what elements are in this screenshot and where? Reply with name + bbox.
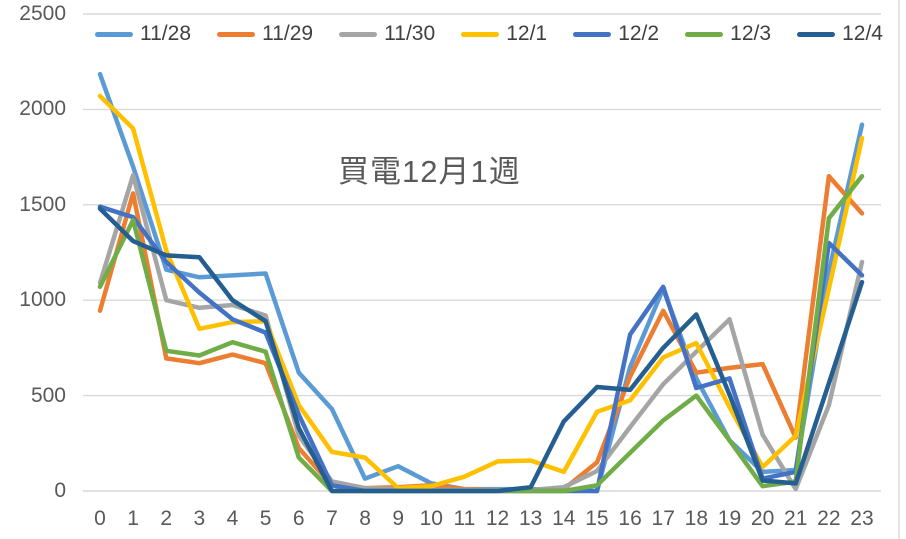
legend-item-12-3: 12/3 [685, 22, 771, 46]
legend-item-11-30: 11/30 [339, 22, 435, 46]
legend-swatch-icon [685, 31, 724, 37]
y-tick-1500: 1500 [19, 192, 66, 216]
legend-item-12-1: 12/1 [461, 22, 547, 46]
x-tick-15: 15 [585, 507, 609, 530]
legend-item-12-2: 12/2 [573, 22, 659, 46]
x-tick-6: 6 [292, 507, 305, 530]
x-tick-3: 3 [193, 507, 206, 530]
x-tick-0: 0 [94, 507, 106, 530]
x-tick-9: 9 [392, 507, 404, 530]
x-tick-10: 10 [419, 507, 443, 530]
x-tick-2: 2 [160, 507, 173, 530]
x-tick-20: 20 [750, 507, 775, 530]
legend-swatch-icon [461, 31, 500, 37]
x-tick-14: 14 [552, 507, 576, 530]
x-tick-13: 13 [519, 507, 543, 530]
x-tick-21: 21 [784, 507, 808, 530]
y-tick-1000: 1000 [19, 288, 66, 312]
legend-swatch-icon [217, 31, 256, 37]
x-tick-4: 4 [226, 507, 239, 530]
x-tick-22: 22 [817, 507, 841, 530]
chart-legend: 11/28 11/29 11/30 12/1 12/2 12/3 12/4 [95, 22, 883, 46]
x-tick-18: 18 [684, 507, 709, 530]
y-tick-2000: 2000 [19, 97, 66, 121]
series-line-12-4 [97, 206, 865, 494]
x-tick-5: 5 [259, 507, 272, 530]
legend-item-11-28: 11/28 [95, 22, 191, 46]
legend-label: 12/3 [730, 22, 772, 45]
series-line-12-1 [97, 93, 865, 491]
legend-item-11-29: 11/29 [217, 22, 313, 46]
x-tick-19: 19 [717, 507, 742, 530]
legend-label: 12/4 [842, 22, 883, 45]
legend-swatch-icon [573, 31, 612, 37]
x-tick-16: 16 [618, 507, 642, 530]
legend-label: 12/2 [618, 22, 660, 45]
x-tick-11: 11 [453, 507, 476, 530]
x-tick-1: 1 [127, 507, 139, 530]
x-tick-17: 17 [651, 507, 675, 530]
y-tick-0: 0 [54, 479, 66, 502]
legend-label: 11/29 [262, 22, 314, 45]
legend-label: 12/1 [506, 22, 548, 45]
legend-swatch-icon [339, 31, 378, 37]
chart-title: 買電12月1週 [338, 154, 521, 189]
legend-label: 11/28 [140, 22, 191, 45]
x-tick-12: 12 [485, 507, 510, 530]
legend-swatch-icon [95, 31, 133, 37]
legend-item-12-4: 12/4 [797, 22, 883, 46]
x-tick-7: 7 [326, 507, 338, 530]
y-tick-500: 500 [30, 383, 66, 407]
x-tick-23: 23 [850, 507, 874, 530]
legend-label: 11/30 [384, 22, 436, 45]
legend-swatch-icon [797, 31, 836, 37]
y-tick-2500: 2500 [19, 2, 66, 25]
x-tick-8: 8 [359, 507, 371, 530]
